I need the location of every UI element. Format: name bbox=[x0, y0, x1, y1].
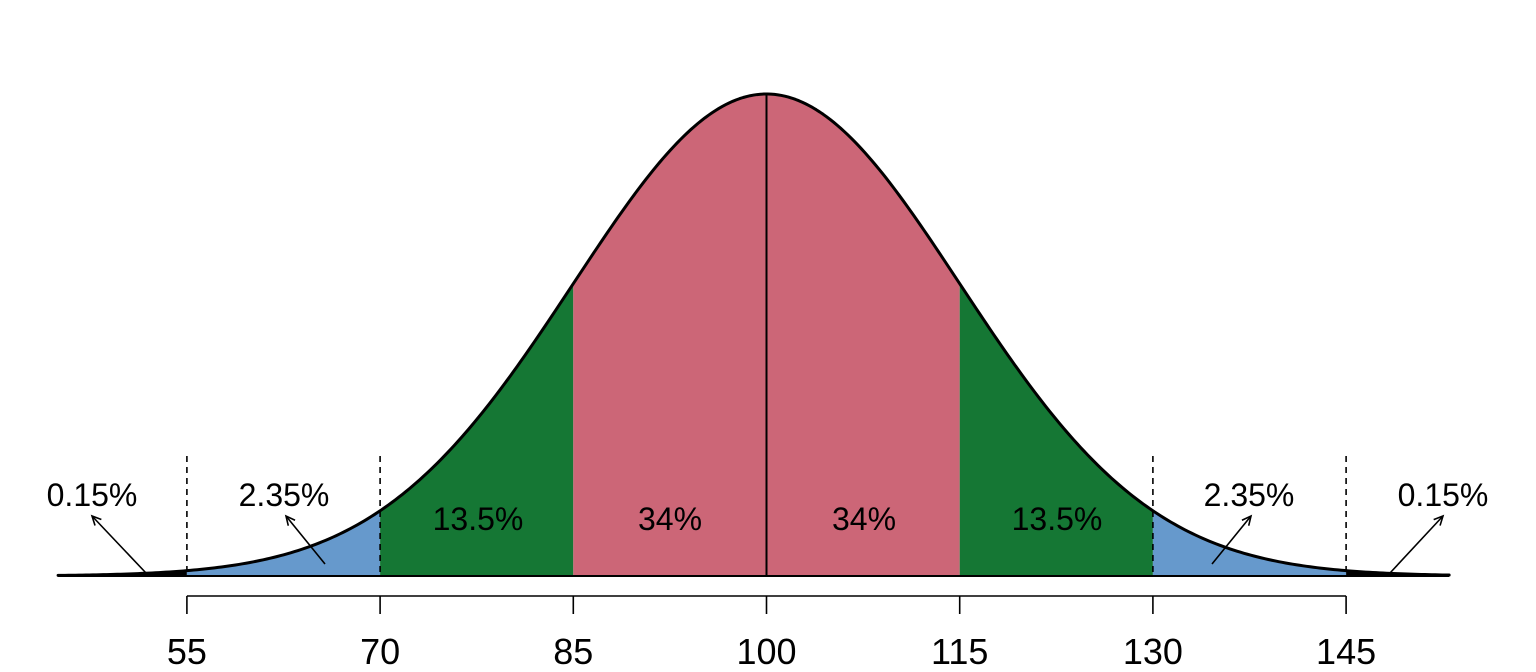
reference-lines bbox=[58, 94, 1450, 577]
annotation-arrows bbox=[90, 514, 1445, 574]
region-label-7: 0.15% bbox=[1398, 477, 1489, 513]
x-tick-label-6: 145 bbox=[1316, 631, 1376, 672]
arrow-0 bbox=[90, 514, 147, 574]
region-fill-1 bbox=[186, 510, 381, 576]
x-tick-label-2: 85 bbox=[553, 631, 593, 672]
x-tick-label-5: 130 bbox=[1123, 631, 1183, 672]
region-label-3: 34% bbox=[638, 501, 702, 537]
arrow-7 bbox=[1389, 514, 1445, 574]
density-curve bbox=[56, 92, 1451, 577]
x-tick-label-0: 55 bbox=[167, 631, 207, 672]
region-label-0: 0.15% bbox=[47, 477, 138, 513]
arrow-1 bbox=[284, 514, 326, 565]
region-label-5: 13.5% bbox=[1012, 501, 1103, 537]
density-curve-group bbox=[56, 92, 1451, 577]
x-tick-label-3: 100 bbox=[736, 631, 796, 672]
region-fill-0 bbox=[58, 570, 187, 576]
region-label-2: 13.5% bbox=[433, 501, 524, 537]
x-axis: 55 70 85 100 115 130 145 bbox=[167, 595, 1376, 672]
region-fill-6 bbox=[1152, 510, 1347, 576]
x-tick-label-1: 70 bbox=[360, 631, 400, 672]
x-tick-label-4: 115 bbox=[931, 631, 988, 672]
arrow-6 bbox=[1211, 514, 1253, 565]
region-label-1: 2.35% bbox=[239, 477, 330, 513]
region-label-6: 2.35% bbox=[1204, 477, 1295, 513]
region-labels: 0.15% 2.35% 13.5% 34% 34% 13.5% 2.35% 0.15% bbox=[47, 477, 1489, 537]
region-label-4: 34% bbox=[832, 501, 896, 537]
